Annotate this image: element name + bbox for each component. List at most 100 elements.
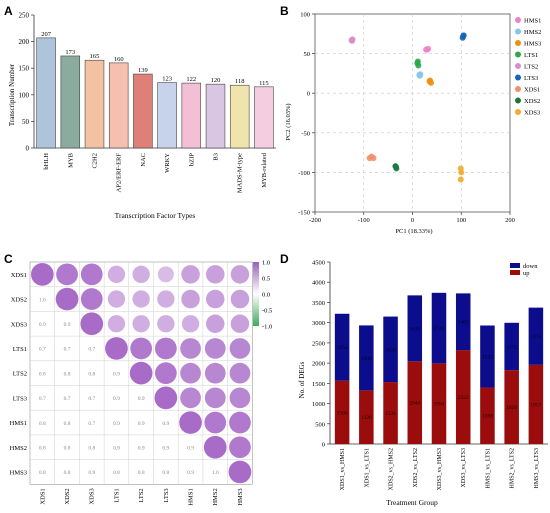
- bar-value-label: 118: [235, 78, 245, 85]
- x-tick-label: 200: [505, 217, 515, 224]
- correlation-circle: [80, 288, 103, 310]
- correlation-value: 0.8: [88, 371, 95, 377]
- bar-down: [528, 307, 544, 365]
- row-label: LTS2: [13, 371, 27, 378]
- correlation-circle: [107, 265, 126, 284]
- point-xds2: [392, 163, 399, 170]
- correlation-circle: [80, 263, 103, 286]
- correlation-circle: [181, 289, 200, 309]
- correlation-value: 0.8: [138, 470, 145, 476]
- bar-value-label: 165: [90, 53, 100, 60]
- column-label: HMS2: [212, 488, 219, 505]
- y-tick-label: 100: [300, 12, 310, 19]
- column-label: LTS3: [163, 488, 170, 502]
- correlation-circle: [132, 290, 150, 308]
- legend-label-hms2: HMS2: [524, 29, 541, 36]
- correlation-circle: [205, 314, 225, 334]
- bar-bzip: [181, 82, 202, 149]
- point-lts1: [414, 58, 421, 65]
- correlation-circle: [181, 315, 200, 333]
- row-label: XDS1: [11, 272, 27, 279]
- down-value-label: 1631: [409, 326, 420, 332]
- legend-label-down: down: [523, 263, 538, 270]
- bar-down: [480, 325, 495, 388]
- correlation-circle: [56, 263, 78, 286]
- legend-swatch-up: [510, 270, 520, 275]
- correlation-value: 0.9: [113, 371, 120, 377]
- bar-value-label: 115: [259, 80, 269, 87]
- y-tick-label: 0: [307, 91, 310, 98]
- correlation-circle: [204, 338, 226, 359]
- correlation-circle: [203, 435, 227, 459]
- point-lts3: [460, 32, 467, 39]
- correlation-circle: [30, 263, 54, 286]
- y-tick-label: 200: [19, 38, 30, 46]
- point-xds1: [370, 155, 377, 162]
- down-value-label: 1171: [506, 344, 517, 350]
- x-tick-label: -100: [358, 217, 370, 224]
- correlation-value: 0.9: [138, 421, 145, 427]
- x-tick-label: MADS-M-type: [237, 153, 244, 193]
- bar-up: [480, 387, 495, 444]
- row-label: XDS2: [11, 297, 27, 304]
- correlation-circle: [107, 315, 126, 333]
- column-label: HMS3: [237, 488, 244, 505]
- row-label: HMS3: [10, 469, 27, 476]
- y-axis-label: Transcription Number: [8, 63, 16, 126]
- correlation-value: 0.7: [88, 421, 95, 427]
- bar-down: [431, 292, 447, 364]
- down-value-label: 1606: [361, 356, 372, 362]
- correlation-circle: [157, 266, 174, 283]
- up-value-label: 1398: [482, 414, 493, 420]
- bar-up: [383, 382, 398, 444]
- y-tick-label: 4500: [312, 260, 325, 267]
- x-tick-label: 0: [411, 217, 414, 224]
- correlation-circle: [157, 315, 175, 333]
- row-label: HMS2: [10, 445, 27, 452]
- y-tick-label: 1500: [312, 381, 325, 388]
- legend-label-lts3: LTS3: [524, 75, 538, 82]
- y-tick-label: 0: [26, 145, 30, 153]
- bar-c2h2: [84, 59, 105, 149]
- x-tick-label: -200: [309, 217, 321, 224]
- legend-label-lts2: LTS2: [524, 64, 538, 71]
- correlation-circle: [132, 315, 150, 333]
- bar-wrky: [157, 82, 177, 149]
- point-hms3: [427, 77, 434, 84]
- correlation-value: 0.7: [88, 396, 95, 402]
- correlation-heatmap: XDS1 XDS1 XDS2 XDS2 XDS3 XDS3 LTS1 LTS1 LTS2 LTS2…: [10, 260, 273, 506]
- up-value-label: 2322: [458, 395, 469, 401]
- up-value-label: 1994: [434, 402, 445, 408]
- correlation-circle: [180, 387, 201, 409]
- bar-value-label: 160: [114, 56, 124, 63]
- y-tick-label: -100: [298, 170, 310, 177]
- legend-label-xds2: XDS2: [524, 98, 540, 105]
- correlation-circle: [154, 362, 177, 385]
- y-tick-label: 4000: [312, 280, 325, 287]
- correlation-value: 0.9: [187, 445, 194, 451]
- x-tick-label: MYB: [67, 152, 74, 167]
- panel-label-b: B: [280, 4, 289, 18]
- colorbar-tick-label: 0.5: [262, 276, 270, 283]
- correlation-circle: [230, 265, 250, 284]
- up-value-label: 1826: [506, 405, 517, 411]
- correlation-value: 0.8: [39, 371, 46, 377]
- correlation-circle: [204, 411, 227, 434]
- panel-label-a: A: [4, 4, 13, 18]
- row-label: LTS3: [13, 395, 27, 402]
- bar-value-label: 207: [41, 31, 52, 38]
- correlation-value: 0.8: [39, 470, 46, 476]
- correlation-value: 0.9: [138, 445, 145, 451]
- down-value-label: 1620: [385, 347, 396, 353]
- correlation-circle: [229, 387, 251, 409]
- correlation-value: 0.9: [113, 421, 120, 427]
- legend-marker-hms3: [515, 40, 521, 46]
- correlation-value: 0.8: [39, 445, 46, 451]
- colorbar-tick-label: -0.5: [262, 308, 272, 315]
- bar-down: [359, 325, 374, 391]
- x-tick-label: AP2/ERF-ERF: [116, 153, 123, 193]
- bar-down: [455, 293, 471, 351]
- x-tick-label: 100: [456, 217, 466, 224]
- x-axis-label: Treatment Group: [386, 498, 438, 507]
- correlation-value: 0.9: [162, 445, 169, 451]
